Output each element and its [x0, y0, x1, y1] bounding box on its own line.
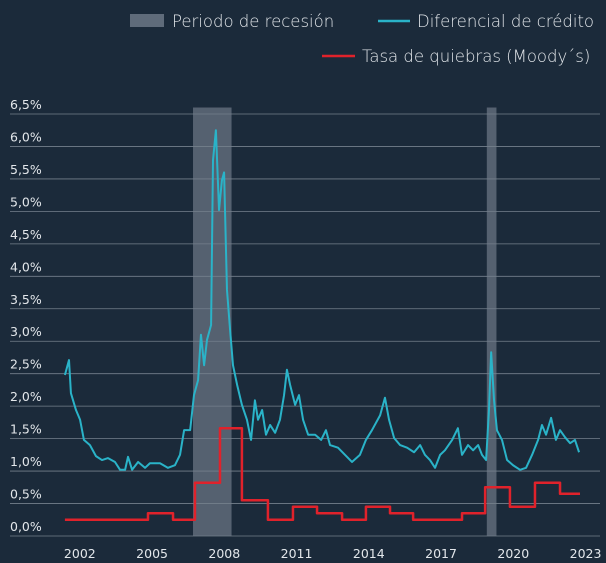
y-tick-label: 5,5%	[10, 162, 42, 177]
y-tick-label: 3,5%	[10, 292, 42, 307]
y-tick-label: 4,0%	[10, 259, 42, 274]
legend-label: Periodo de recesión	[172, 12, 334, 31]
x-tick-label: 2017	[425, 546, 457, 561]
y-tick-label: 4,5%	[10, 227, 42, 242]
y-tick-label: 6,0%	[10, 129, 42, 144]
legend-swatch	[130, 14, 164, 27]
y-tick-label: 0,5%	[10, 487, 42, 502]
x-tick-label: 2008	[208, 546, 240, 561]
x-tick-label: 2005	[136, 546, 168, 561]
x-tick-label: 2014	[353, 546, 385, 561]
y-tick-label: 2,5%	[10, 357, 42, 372]
recession-band	[486, 107, 497, 536]
y-tick-label: 0,0%	[10, 519, 42, 534]
x-tick-label: 2011	[281, 546, 313, 561]
x-tick-label: 2023	[570, 546, 602, 561]
x-tick-label: 2002	[64, 546, 96, 561]
y-tick-label: 5,0%	[10, 194, 42, 209]
x-tick-label: 2020	[497, 546, 529, 561]
y-tick-label: 1,0%	[10, 454, 42, 469]
y-tick-label: 2,0%	[10, 389, 42, 404]
series-line	[63, 129, 580, 471]
y-tick-label: 6,5%	[10, 97, 42, 112]
series-line	[64, 426, 581, 522]
y-tick-label: 1,5%	[10, 422, 42, 437]
legend-label: Tasa de quiebras (Moody´s)	[362, 47, 590, 66]
legend-label: Diferencial de crédito	[417, 12, 594, 31]
y-tick-label: 3,0%	[10, 324, 42, 339]
